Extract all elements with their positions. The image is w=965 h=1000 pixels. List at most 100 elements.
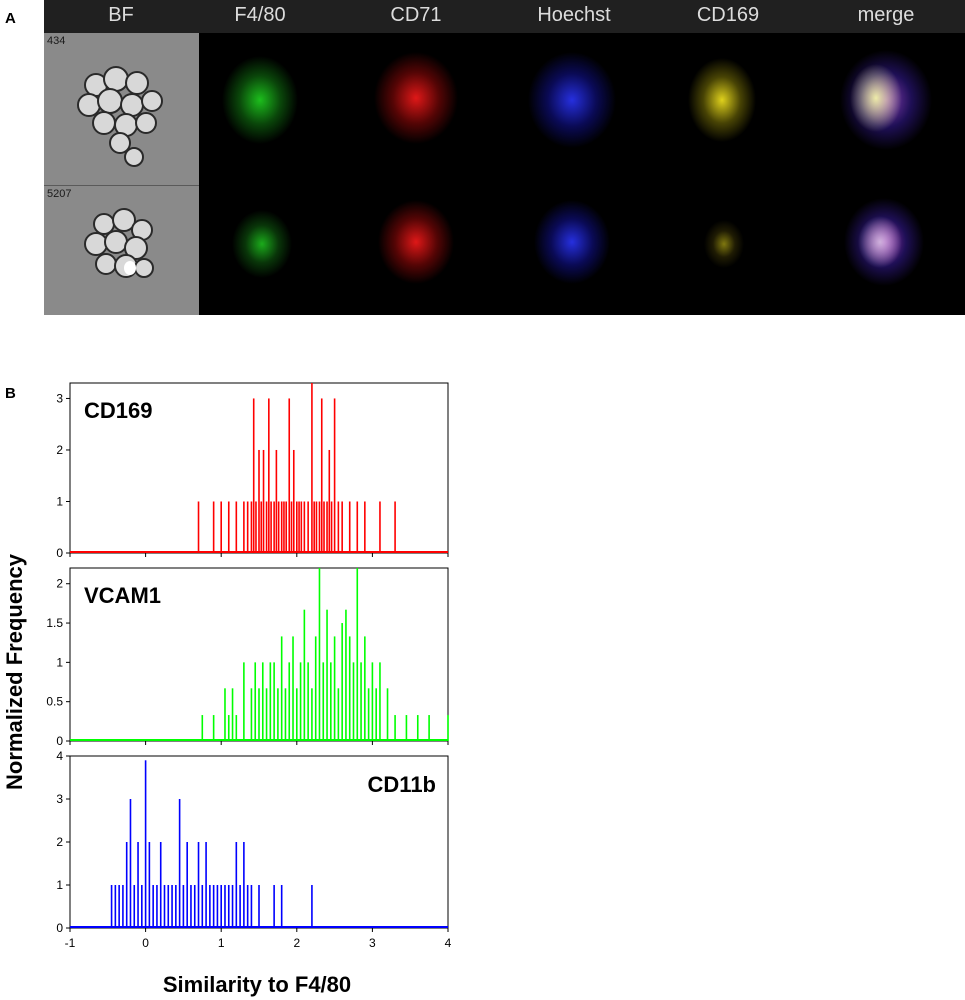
histogram-bar bbox=[356, 568, 359, 741]
histogram-bar bbox=[330, 662, 332, 741]
cd71-image-row-1 bbox=[356, 38, 479, 179]
row-separator bbox=[44, 185, 199, 186]
histogram-bar bbox=[314, 636, 317, 741]
channel-label-cd169: CD169 bbox=[696, 4, 760, 26]
histogram-bar bbox=[205, 842, 207, 928]
histogram-bar bbox=[311, 383, 313, 553]
x-tick-label: 0 bbox=[142, 936, 149, 950]
histogram-bar bbox=[290, 501, 293, 553]
y-tick-label: 1.5 bbox=[46, 616, 63, 630]
histogram-bar bbox=[284, 688, 287, 741]
histogram-bar bbox=[125, 842, 128, 928]
histogram-bar bbox=[235, 842, 238, 928]
histogram-bar bbox=[216, 885, 219, 928]
histogram-bar bbox=[137, 842, 139, 928]
histogram-bar bbox=[296, 501, 298, 553]
histogram-bar bbox=[250, 885, 253, 928]
histogram-bar bbox=[258, 885, 260, 928]
histogram-bar bbox=[110, 885, 113, 928]
histogram-bar bbox=[318, 568, 321, 741]
histogram-bar bbox=[261, 662, 264, 741]
histogram-bar bbox=[280, 885, 283, 928]
histogram-bar bbox=[318, 501, 321, 553]
histogram-bar bbox=[348, 501, 351, 553]
cd169-image-row-1 bbox=[666, 38, 789, 179]
histogram-bar bbox=[197, 501, 200, 553]
bf-image-row-1: 434 bbox=[44, 33, 199, 185]
histogram-bar bbox=[246, 885, 249, 928]
histogram-bar bbox=[254, 662, 257, 741]
histogram-bar bbox=[193, 885, 196, 928]
histogram-bar bbox=[285, 501, 288, 553]
cd169-image-row-2 bbox=[666, 180, 789, 315]
histogram-bar bbox=[416, 715, 419, 741]
y-tick-label: 0 bbox=[56, 921, 63, 935]
histogram-bar bbox=[341, 623, 343, 741]
histogram-bar bbox=[326, 501, 328, 553]
histogram-bar bbox=[315, 501, 318, 553]
histogram-bar bbox=[307, 662, 309, 741]
histogram-bar bbox=[243, 842, 245, 928]
histogram-bar bbox=[201, 715, 204, 741]
histogram-bar bbox=[224, 688, 226, 741]
y-tick-label: 3 bbox=[56, 792, 63, 806]
row-id-2: 5207 bbox=[47, 188, 72, 200]
histogram-bar bbox=[341, 501, 343, 553]
histogram-bar bbox=[220, 885, 222, 928]
histogram-bar bbox=[322, 662, 325, 741]
histogram-bar bbox=[386, 688, 389, 741]
x-tick-label: 2 bbox=[293, 936, 300, 950]
y-tick-label: 2 bbox=[56, 835, 63, 849]
histogram-bar bbox=[171, 885, 173, 928]
histogram-vcam1: 0 0.5 1 1.5 2 VCAM1 bbox=[46, 567, 449, 748]
histogram-bar bbox=[337, 501, 340, 553]
histogram-bar bbox=[394, 501, 396, 553]
histogram-bar bbox=[288, 398, 291, 553]
histogram-bar bbox=[212, 885, 215, 928]
y-tick-label: 2 bbox=[56, 443, 63, 457]
histogram-bar bbox=[182, 885, 185, 928]
histogram-bar bbox=[231, 885, 234, 928]
histogram-bar bbox=[292, 449, 295, 553]
histogram-bar bbox=[360, 662, 362, 741]
channel-label-hoechst: Hoechst bbox=[537, 4, 611, 26]
histogram-bar bbox=[265, 501, 268, 553]
y-tick-label: 3 bbox=[56, 391, 63, 405]
y-axis-title: Normalized Frequency bbox=[2, 553, 27, 790]
f4-80-image-row-2 bbox=[202, 180, 325, 315]
y-tick-label: 0 bbox=[56, 734, 63, 748]
subplot-label-cd11b: CD11b bbox=[368, 772, 436, 797]
y-tick-label: 2 bbox=[56, 577, 63, 591]
histogram-bar bbox=[129, 799, 132, 928]
x-tick-label: 3 bbox=[369, 936, 376, 950]
y-tick-label: 4 bbox=[56, 749, 63, 763]
histogram-bar bbox=[311, 688, 313, 741]
histogram-bar bbox=[273, 662, 275, 741]
histogram-bar bbox=[447, 715, 449, 741]
histogram-bar bbox=[379, 662, 381, 741]
histogram-bar bbox=[220, 501, 222, 553]
panel-a-letter: A bbox=[5, 10, 16, 27]
histogram-bar bbox=[311, 885, 313, 928]
histogram-bar bbox=[303, 501, 306, 553]
bf-image-row-2: 5207 bbox=[44, 186, 199, 315]
histogram-bar bbox=[367, 688, 370, 741]
histogram-bar bbox=[144, 760, 147, 928]
histogram-bar bbox=[277, 501, 280, 553]
histogram-bar bbox=[313, 501, 315, 553]
histogram-bar bbox=[283, 501, 285, 553]
histogram-bar bbox=[231, 688, 234, 741]
histogram-bar bbox=[148, 842, 151, 928]
histogram-bar bbox=[288, 662, 291, 741]
histogram-bar bbox=[141, 885, 143, 928]
histogram-bar bbox=[258, 449, 260, 553]
histogram-bar bbox=[328, 449, 331, 553]
histogram-bar bbox=[280, 636, 283, 741]
histogram-bar bbox=[118, 885, 120, 928]
channel-header bbox=[44, 0, 965, 33]
histogram-bar bbox=[212, 501, 215, 553]
histogram-bar bbox=[269, 662, 272, 741]
histogram-bar bbox=[156, 885, 158, 928]
x-tick-label: 4 bbox=[445, 936, 452, 950]
